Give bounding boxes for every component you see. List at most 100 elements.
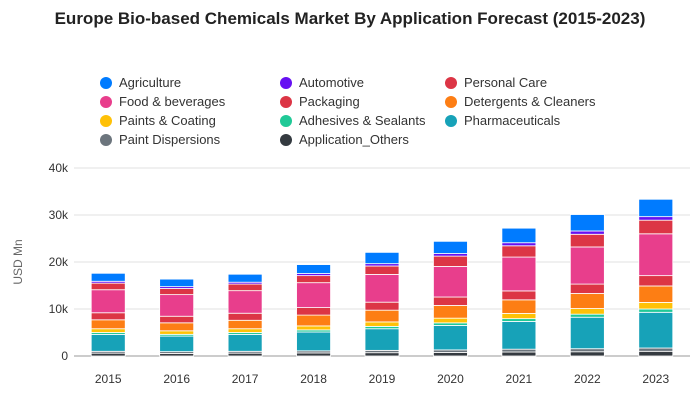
bar-segment[interactable]: Automotive 2023: 750 <box>638 216 674 221</box>
legend-item[interactable]: Application_Others <box>280 132 409 147</box>
bar-segment[interactable]: Personal Care 2020: 2200 <box>433 255 468 267</box>
bar-segment[interactable]: Food & beverages 2023: 8900 <box>638 233 674 277</box>
bar-segment[interactable]: Food & beverages 2017: 4800 <box>227 290 263 314</box>
legend-item[interactable]: Automotive <box>280 75 364 90</box>
bar-segment[interactable]: Packaging 2018: 1600 <box>296 307 331 316</box>
bar-segment[interactable]: Personal Care 2016: 1300 <box>159 288 195 296</box>
bar-segment[interactable]: Automotive 2021: 650 <box>501 242 537 247</box>
bar-segment[interactable]: Pharmaceuticals 2018: 4000 <box>296 331 331 352</box>
bar-segment[interactable]: Application_Others 2017: 600 <box>227 352 263 357</box>
bar-segment[interactable]: Packaging 2016: 1400 <box>159 315 195 324</box>
legend-item[interactable]: Agriculture <box>100 75 181 90</box>
legend-item[interactable]: Paint Dispersions <box>100 132 220 147</box>
bar-segment[interactable]: Agriculture 2019: 2400 <box>364 251 400 265</box>
bar-segment[interactable]: Paints & Coating 2021: 1100 <box>501 313 537 320</box>
bar-segment[interactable]: Pharmaceuticals 2020: 5200 <box>433 325 468 351</box>
bar-segment[interactable]: Paints & Coating 2019: 950 <box>364 321 400 327</box>
bar-segment[interactable]: Paints & Coating 2016: 750 <box>159 330 195 335</box>
bar-segment[interactable]: Application_Others 2022: 900 <box>569 351 605 357</box>
y-tick-label: 40k <box>49 161 69 175</box>
bar-segment[interactable]: Pharmaceuticals 2021: 5900 <box>501 321 537 350</box>
bar-segment[interactable]: Pharmaceuticals 2022: 6700 <box>569 316 605 350</box>
bar-segment[interactable]: Detergents & Cleaners 2023: 3500 <box>638 285 674 303</box>
legend-item[interactable]: Packaging <box>280 94 360 109</box>
bar-segment[interactable]: Application_Others 2021: 850 <box>501 351 537 357</box>
bar-segment[interactable]: Detergents & Cleaners 2019: 2500 <box>364 309 400 323</box>
bar-segment[interactable]: Detergents & Cleaners 2015: 1900 <box>90 319 126 330</box>
bar-segment[interactable]: Agriculture 2021: 3100 <box>501 227 537 244</box>
legend-item[interactable]: Pharmaceuticals <box>445 113 560 128</box>
bar-segment[interactable]: Automotive 2022: 700 <box>569 230 605 235</box>
bar-segment[interactable]: Packaging 2020: 1800 <box>433 296 468 306</box>
chart-title: Europe Bio-based Chemicals Market By App… <box>54 9 646 28</box>
bar-segment[interactable]: Detergents & Cleaners 2018: 2300 <box>296 314 331 327</box>
bar-segment[interactable]: Paints & Coating 2018: 850 <box>296 325 331 331</box>
legend-item[interactable]: Paints & Coating <box>100 113 216 128</box>
legend-item[interactable]: Food & beverages <box>100 94 225 109</box>
legend-item[interactable]: Adhesives & Sealants <box>280 113 425 128</box>
bar-segment[interactable]: Food & beverages 2019: 5900 <box>364 274 400 303</box>
bar-segment[interactable]: Agriculture 2016: 1600 <box>159 278 195 288</box>
bar-segment[interactable]: Packaging 2019: 1700 <box>364 301 400 311</box>
bar-segment[interactable]: Detergents & Cleaners 2020: 2700 <box>433 305 468 319</box>
bar-segment[interactable]: Application_Others 2020: 750 <box>433 352 468 357</box>
bar-segment[interactable]: Personal Care 2018: 1500 <box>296 275 331 284</box>
bar-segment[interactable]: Application_Others 2023: 1000 <box>638 350 674 357</box>
legend-item[interactable]: Personal Care <box>445 75 547 90</box>
bar-segment[interactable]: Adhesives & Sealants 2021: 600 <box>501 318 537 322</box>
bar-segment[interactable]: Agriculture 2022: 3500 <box>569 214 605 232</box>
bar-segment[interactable]: Agriculture 2015: 1700 <box>90 272 126 282</box>
bar-segment[interactable]: Detergents & Cleaners 2017: 1800 <box>227 319 263 330</box>
bar-segment[interactable]: Detergents & Cleaners 2021: 2900 <box>501 299 537 314</box>
legend-label: Pharmaceuticals <box>464 113 561 128</box>
bar-segment[interactable]: Food & beverages 2015: 4900 <box>90 289 126 314</box>
bar-segment[interactable]: Packaging 2021: 1900 <box>501 290 537 301</box>
bar-segment[interactable]: Food & beverages 2020: 6500 <box>433 266 468 298</box>
bar-segment[interactable]: Paints & Coating 2017: 800 <box>227 328 263 333</box>
bar-segment[interactable]: Application_Others 2015: 600 <box>90 352 126 357</box>
bar-segment[interactable]: Pharmaceuticals 2016: 3300 <box>159 335 195 353</box>
bar-segment[interactable]: Pharmaceuticals 2019: 4600 <box>364 328 400 351</box>
bar-segment[interactable]: Food & beverages 2018: 5300 <box>296 282 331 308</box>
legend-label: Packaging <box>299 94 360 109</box>
bar-segment[interactable]: Food & beverages 2022: 7900 <box>569 246 605 285</box>
legend-swatch <box>280 133 292 146</box>
legend-label: Paints & Coating <box>119 113 216 128</box>
bar-segment[interactable]: Paints & Coating 2023: 1400 <box>638 302 674 310</box>
bar-segment[interactable]: Pharmaceuticals 2017: 3600 <box>227 333 263 352</box>
bar-segment[interactable]: Paints & Coating 2022: 1200 <box>569 308 605 315</box>
bar-segment[interactable]: Personal Care 2015: 1400 <box>90 282 126 291</box>
bar-segment[interactable]: Paint Dispersions 2022: 650 <box>569 348 605 353</box>
bar-segment[interactable]: Food & beverages 2021: 7200 <box>501 256 537 292</box>
bar-segment[interactable]: Food & beverages 2016: 4600 <box>159 294 195 317</box>
bar-segment[interactable]: Application_Others 2018: 650 <box>296 352 331 357</box>
bar-segment[interactable]: Adhesives & Sealants 2023: 700 <box>638 308 674 313</box>
bar-segment[interactable]: Detergents & Cleaners 2016: 1700 <box>159 322 195 332</box>
bar-segment[interactable]: Personal Care 2021: 2400 <box>501 245 537 258</box>
bar-segment[interactable]: Packaging 2023: 2200 <box>638 275 674 287</box>
bar-segment[interactable]: Agriculture 2018: 1900 <box>296 264 331 274</box>
bar-segment[interactable]: Pharmaceuticals 2015: 3600 <box>90 333 126 352</box>
bar-segment[interactable]: Paint Dispersions 2023: 700 <box>638 347 674 352</box>
bar-segment[interactable]: Paints & Coating 2020: 1000 <box>433 317 468 324</box>
legend-item[interactable]: Detergents & Cleaners <box>445 94 596 109</box>
bar-segment[interactable]: Agriculture 2020: 2600 <box>433 240 468 254</box>
bar-segment[interactable]: Packaging 2015: 1500 <box>90 312 126 321</box>
legend-label: Agriculture <box>119 75 182 90</box>
bar-segment[interactable]: Packaging 2017: 1500 <box>227 312 263 321</box>
bar-segment[interactable]: Application_Others 2019: 700 <box>364 352 400 357</box>
bar-segment[interactable]: Packaging 2022: 2000 <box>569 283 605 294</box>
bar-segment[interactable]: Paints & Coating 2015: 800 <box>90 328 126 333</box>
bar-segment[interactable]: Personal Care 2023: 2900 <box>638 219 674 235</box>
bar-segment[interactable]: Personal Care 2017: 1400 <box>227 283 263 292</box>
bar-segment[interactable]: Paint Dispersions 2021: 600 <box>501 348 537 353</box>
bar-segment[interactable]: Pharmaceuticals 2023: 7600 <box>638 311 674 349</box>
x-tick-label: 2022 <box>574 372 601 386</box>
bar-segment[interactable]: Agriculture 2023: 3700 <box>638 198 674 218</box>
bar-segment[interactable]: Detergents & Cleaners 2022: 3200 <box>569 293 605 309</box>
bar-segment[interactable]: Personal Care 2022: 2700 <box>569 233 605 248</box>
bar-segment[interactable]: Adhesives & Sealants 2022: 650 <box>569 313 605 318</box>
bar-segment[interactable]: Agriculture 2017: 1700 <box>227 273 263 283</box>
bar-segment[interactable]: Personal Care 2019: 1800 <box>364 265 400 275</box>
x-tick-label: 2015 <box>95 372 122 386</box>
